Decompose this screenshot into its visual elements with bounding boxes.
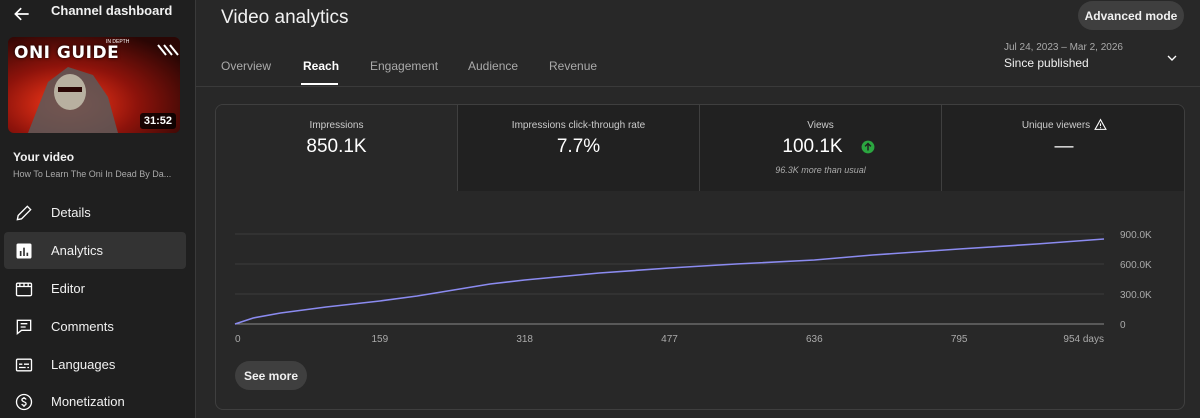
x-tick-label: 954 days	[1063, 334, 1104, 345]
metric-label: Impressions	[309, 120, 364, 131]
sidebar-item-comments[interactable]: Comments	[4, 308, 186, 345]
editor-icon	[15, 282, 33, 296]
y-tick-label: 300.0K	[1120, 290, 1152, 301]
metric-impressions[interactable]: Impressions 850.1K	[216, 105, 458, 191]
sidebar-item-label: Details	[51, 205, 91, 220]
date-range[interactable]: Jul 24, 2023 – Mar 2, 2026	[1004, 42, 1123, 53]
advanced-mode-button[interactable]: Advanced mode	[1078, 1, 1184, 30]
metric-unique-viewers[interactable]: Unique viewers —	[942, 105, 1184, 191]
metric-views[interactable]: Views 100.1K 96.3K more than usual	[700, 105, 942, 191]
analytics-icon	[16, 243, 32, 258]
x-tick-label: 318	[516, 334, 533, 345]
sidebar-item-details[interactable]: Details	[4, 194, 186, 231]
y-tick-label: 600.0K	[1120, 260, 1152, 271]
x-tick-label: 795	[951, 334, 968, 345]
reach-card: Impressions 850.1K Impressions click-thr…	[215, 104, 1185, 410]
x-tick-label: 477	[661, 334, 678, 345]
monetization-icon	[15, 393, 33, 410]
thumbnail-subtitle: IN DEPTH	[106, 39, 130, 45]
tab-engagement[interactable]: Engagement	[370, 59, 439, 73]
sidebar-item-label: Languages	[51, 357, 116, 372]
tab-reach[interactable]: Reach	[303, 59, 340, 73]
page-title: Video analytics	[221, 7, 349, 28]
comments-icon	[16, 319, 32, 335]
x-tick-label: 159	[371, 334, 388, 345]
date-range-label[interactable]: Since published	[1004, 56, 1089, 70]
tab-revenue[interactable]: Revenue	[549, 59, 598, 73]
sidebar-item-monetization[interactable]: Monetization	[4, 383, 186, 418]
metric-value: 850.1K	[306, 136, 367, 157]
tab-audience[interactable]: Audience	[468, 59, 519, 73]
sidebar-item-editor[interactable]: Editor	[4, 270, 186, 307]
y-tick-label: 900.0K	[1120, 230, 1152, 241]
sidebar-item-label: Monetization	[51, 394, 125, 409]
arrow-up-circle-icon	[861, 140, 875, 154]
metric-note: 96.3K more than usual	[775, 165, 866, 175]
your-video-label: Your video	[13, 150, 75, 164]
x-tick-label: 0	[235, 334, 241, 345]
chevron-down-icon[interactable]	[1164, 50, 1180, 66]
sidebar: Channel dashboard ONI GUIDE IN DEPTH 31:…	[0, 0, 196, 418]
sidebar-item-languages[interactable]: Languages	[4, 346, 186, 383]
impressions-chart: 0 300.0K 600.0K 900.0K 0 159 318 477 636 795 954 d…	[234, 230, 1152, 345]
series-line-impressions	[234, 238, 1105, 325]
metric-label: Views	[807, 120, 834, 131]
x-tick-label: 636	[806, 334, 823, 345]
sidebar-item-label: Comments	[51, 319, 114, 334]
thumbnail-title: ONI GUIDE	[14, 43, 120, 63]
metric-ctr[interactable]: Impressions click-through rate 7.7%	[458, 105, 700, 191]
metric-value: 7.7%	[556, 136, 601, 157]
metric-value: —	[1054, 136, 1074, 157]
pencil-icon	[16, 204, 32, 221]
y-tick-label: 0	[1120, 320, 1126, 331]
video-thumbnail[interactable]: ONI GUIDE IN DEPTH 31:52	[8, 37, 180, 133]
sidebar-item-analytics[interactable]: Analytics	[4, 232, 186, 269]
thumbnail-art	[8, 37, 180, 133]
languages-icon	[15, 358, 33, 371]
warning-icon[interactable]	[1094, 118, 1107, 131]
metric-label: Impressions click-through rate	[511, 120, 646, 131]
active-tab-indicator	[301, 83, 338, 85]
video-title: How To Learn The Oni In Dead By Da...	[13, 169, 172, 179]
back-arrow-icon[interactable]	[12, 4, 32, 24]
tabs-divider	[196, 86, 1200, 87]
sidebar-item-label: Editor	[51, 281, 85, 296]
sidebar-item-label: Analytics	[51, 243, 104, 258]
see-more-button[interactable]: See more	[235, 361, 307, 390]
tab-overview[interactable]: Overview	[221, 59, 272, 73]
metric-label: Unique viewers	[1021, 120, 1091, 131]
video-duration: 31:52	[139, 113, 176, 129]
sidebar-header: Channel dashboard	[0, 0, 196, 28]
sidebar-title: Channel dashboard	[51, 3, 173, 18]
metric-value: 100.1K	[782, 136, 843, 157]
